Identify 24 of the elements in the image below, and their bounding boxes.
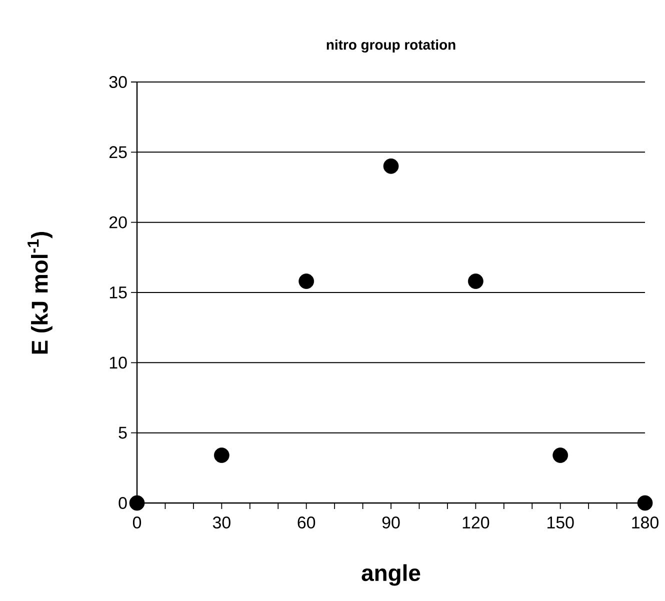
point xyxy=(468,274,484,289)
y-tick-label: 15 xyxy=(110,286,127,298)
chart-title: nitro group rotation xyxy=(326,39,456,53)
x-tick-label: 30 xyxy=(212,516,230,529)
point xyxy=(552,448,568,463)
point xyxy=(383,158,399,174)
y-tick-label: 5 xyxy=(118,426,127,439)
x-tick-label: 120 xyxy=(462,516,490,529)
x-axis-title: angle xyxy=(362,564,420,586)
point xyxy=(298,274,314,289)
y-axis-title: E (kJ mol$^{-1}$) xyxy=(28,232,52,354)
y-tick-label: 30 xyxy=(109,76,127,88)
y-tick-label: 25 xyxy=(110,146,127,158)
x-tick-label: 150 xyxy=(548,516,574,529)
x-tick-label: 90 xyxy=(382,516,400,529)
x-tick-label: 60 xyxy=(298,516,316,529)
y-tick-label: 20 xyxy=(110,216,127,228)
point xyxy=(637,495,653,511)
point xyxy=(129,495,145,511)
y-tick-label: 0 xyxy=(118,496,127,509)
point xyxy=(214,448,230,463)
x-tick-label: 0 xyxy=(132,516,142,529)
y-tick-label: 10 xyxy=(110,356,127,369)
x-tick-label: 180 xyxy=(632,516,658,529)
